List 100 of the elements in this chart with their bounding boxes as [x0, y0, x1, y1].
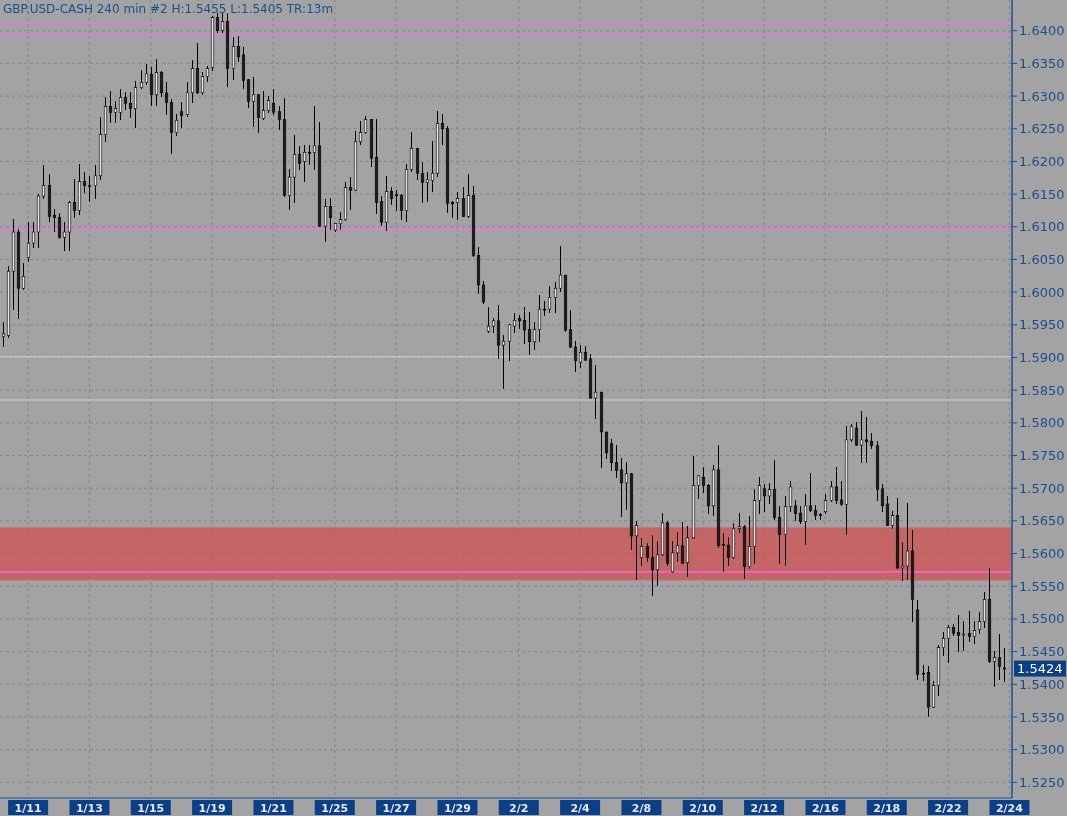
x-tick-label: 2/12: [750, 801, 778, 815]
candlestick: [624, 461, 629, 511]
candlestick: [461, 187, 466, 217]
x-tick-label: 1/21: [259, 801, 287, 815]
candlestick: [655, 541, 660, 587]
y-tick-label: 1.6200: [1019, 153, 1065, 169]
candlestick: [921, 664, 926, 681]
candlestick: [1002, 647, 1007, 682]
candlestick: [931, 681, 936, 708]
candlestick: [466, 174, 471, 219]
candlestick: [31, 221, 36, 248]
candlestick: [972, 621, 977, 645]
y-tick-label: 1.6350: [1019, 55, 1065, 71]
candlestick: [215, 12, 220, 33]
candlestick: [87, 175, 92, 202]
y-tick-label: 1.5800: [1019, 415, 1065, 431]
candlestick: [420, 162, 425, 204]
y-tick-label: 1.5450: [1019, 644, 1065, 660]
candlestick: [823, 494, 828, 515]
y-tick-label: 1.5600: [1019, 546, 1065, 562]
candlestick: [946, 624, 951, 664]
candlestick: [481, 280, 486, 305]
candlestick: [409, 132, 414, 172]
candlestick: [312, 106, 317, 170]
candlestick: [604, 431, 609, 459]
candlestick: [547, 286, 552, 313]
candlestick: [394, 189, 399, 211]
candlestick: [614, 445, 619, 478]
y-tick-label: 1.5950: [1019, 317, 1065, 333]
candlestick: [706, 484, 711, 514]
y-tick-label: 1.5300: [1019, 742, 1065, 758]
candlestick: [701, 467, 706, 493]
x-tick-label: 2/16: [811, 801, 840, 815]
candlestick: [72, 179, 77, 219]
candlestick: [634, 521, 639, 581]
candlestick: [650, 535, 655, 596]
candlestick: [133, 81, 138, 128]
candlestick: [236, 36, 241, 62]
candlestick: [793, 500, 798, 522]
candlestick: [803, 493, 808, 545]
candlestick: [271, 89, 276, 115]
candlestick: [1, 321, 6, 347]
candlestick: [537, 294, 542, 342]
candlestick: [762, 484, 767, 513]
candlestick: [425, 172, 430, 202]
candlestick: [941, 632, 946, 657]
candlestick: [747, 516, 752, 570]
x-tick-label: 2/22: [934, 801, 962, 815]
candlestick: [609, 438, 614, 472]
candlestick: [512, 312, 517, 333]
candlestick: [185, 81, 190, 117]
candlestick: [113, 100, 118, 123]
x-tick-label: 1/29: [443, 801, 471, 815]
y-tick-label: 1.5250: [1019, 774, 1065, 790]
candlestick: [93, 164, 98, 200]
candlestick: [859, 411, 864, 464]
y-tick-label: 1.6250: [1019, 121, 1065, 137]
y-tick-label: 1.5700: [1019, 480, 1065, 496]
candlestick: [358, 121, 363, 145]
candlestick: [220, 12, 225, 34]
candlestick: [542, 301, 547, 316]
candlestick: [139, 70, 144, 90]
candlestick: [118, 89, 123, 121]
candlestick: [737, 512, 742, 534]
candlestick: [246, 78, 251, 109]
candlestick: [430, 141, 435, 192]
candlestick: [573, 340, 578, 373]
x-tick-label: 1/19: [198, 801, 226, 815]
candlestick: [880, 484, 885, 512]
x-tick-label: 2/10: [689, 801, 717, 815]
candlestick: [297, 145, 302, 170]
candlestick: [256, 94, 261, 134]
candlestick: [200, 72, 205, 96]
candlestick: [440, 113, 445, 145]
candlestick: [982, 592, 987, 628]
candlestick: [52, 208, 57, 232]
y-tick-label: 1.5400: [1019, 676, 1065, 692]
candlestick: [57, 213, 62, 240]
candlestick: [277, 106, 282, 130]
candlestick: [154, 58, 159, 107]
candlestick: [864, 417, 869, 463]
candlestick: [992, 651, 997, 687]
candlestick: [854, 421, 859, 447]
candlestick: [568, 309, 573, 348]
x-tick-label: 2/4: [570, 801, 591, 815]
candlestick: [675, 532, 680, 562]
candlestick: [507, 323, 512, 362]
candlestick: [399, 194, 404, 221]
candlestick: [287, 168, 292, 210]
candlestick: [292, 134, 297, 204]
y-tick-label: 1.5350: [1019, 709, 1065, 725]
candlestick: [721, 533, 726, 573]
candlestick: [639, 538, 644, 566]
candlestick: [527, 311, 532, 356]
chart-title: GBP.USD-CASH 240 min #2 H:1.5455 L:1.5405 TR:13m: [3, 2, 334, 16]
candlestick: [885, 495, 890, 526]
candlestick: [455, 191, 460, 221]
y-tick-label: 1.6000: [1019, 284, 1065, 300]
candlestick: [261, 91, 266, 121]
y-tick-label: 1.5500: [1019, 611, 1065, 627]
